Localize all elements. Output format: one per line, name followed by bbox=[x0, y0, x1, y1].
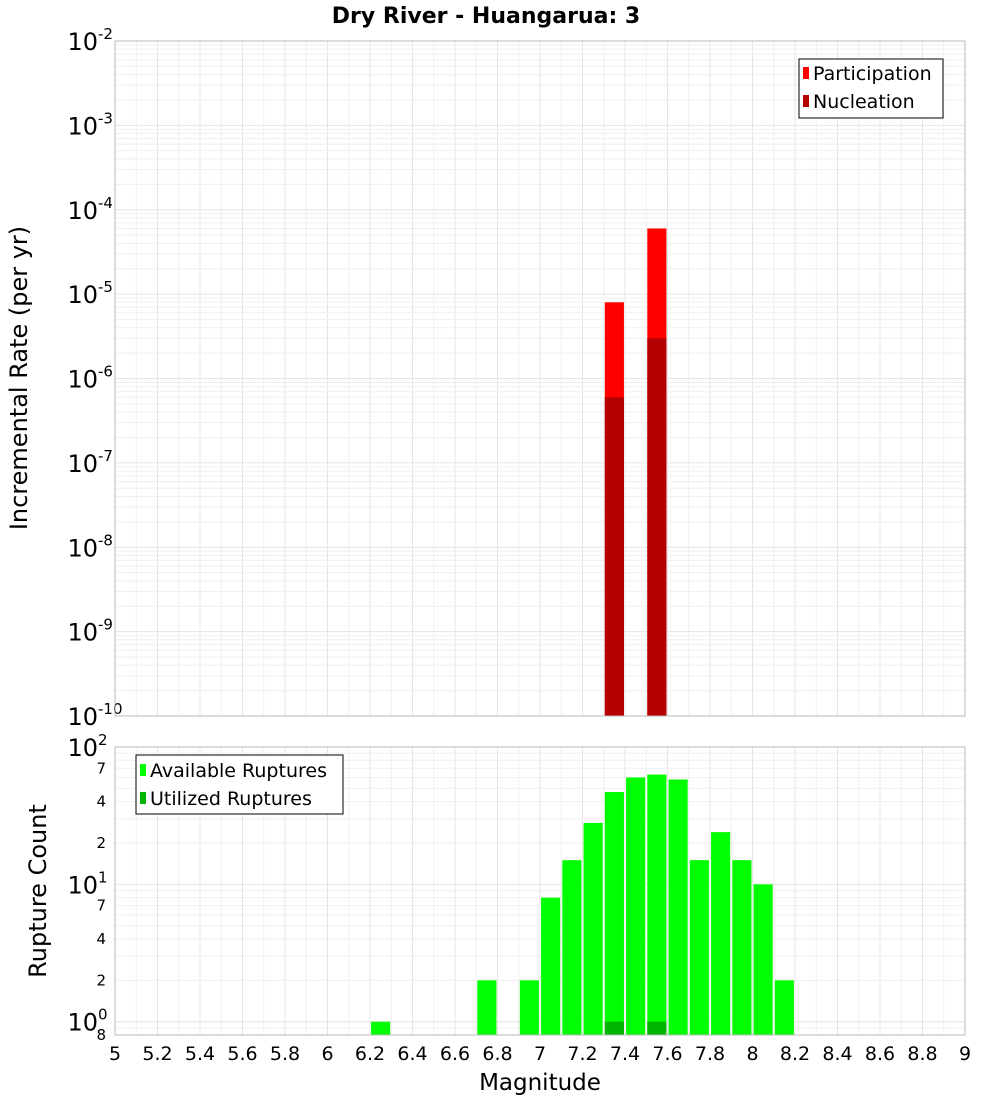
count-bar-available-ruptures bbox=[583, 822, 603, 1035]
x-tick-label: 7.4 bbox=[610, 1043, 640, 1065]
x-tick-label: 6 bbox=[321, 1043, 333, 1065]
y-minor-tick-label: 2 bbox=[96, 971, 106, 989]
y-tick-label: 10 bbox=[67, 871, 98, 899]
count-legend-box bbox=[135, 754, 344, 815]
y-tick-exponent: -10 bbox=[98, 700, 123, 718]
y-tick-label: 10 bbox=[67, 619, 98, 647]
x-tick-label: 7 bbox=[534, 1043, 546, 1065]
x-tick-label: 7.6 bbox=[652, 1043, 682, 1065]
y-minor-tick-label: 7 bbox=[96, 897, 106, 915]
count-bar-available-ruptures bbox=[732, 860, 752, 1035]
rate-plot-border bbox=[114, 40, 966, 717]
x-axis-ticks: 5 5.2 5.4 5.6 5.8 6 6.2 6.4 6.6 6.8 7 7.2 7.4 7.6 7.8 8… bbox=[109, 1043, 971, 1065]
x-tick-label: 6.8 bbox=[482, 1043, 512, 1065]
y-minor-tick-label: 8 bbox=[96, 1026, 106, 1044]
rate-legend: Participation Nucleation bbox=[798, 58, 944, 119]
rate-legend-box bbox=[798, 58, 944, 119]
x-tick-label: 8.8 bbox=[907, 1043, 937, 1065]
y-tick-label: 10 bbox=[67, 450, 98, 478]
legend-swatch-available-ruptures bbox=[140, 764, 146, 776]
count-bar-available-ruptures bbox=[689, 860, 709, 1035]
y-tick-label: 10 bbox=[67, 28, 98, 56]
x-tick-label: 5.4 bbox=[185, 1043, 215, 1065]
y-tick-label: 10 bbox=[67, 703, 98, 731]
count-bar-available-ruptures bbox=[371, 1021, 391, 1035]
count-bars bbox=[371, 774, 794, 1035]
x-tick-label: 7.8 bbox=[695, 1043, 725, 1065]
count-y-axis-label: Rupture Count bbox=[24, 804, 52, 978]
y-tick-label: 10 bbox=[67, 734, 98, 762]
rate-y-axis-label: Incremental Rate (per yr) bbox=[5, 226, 33, 530]
x-tick-label: 6.2 bbox=[355, 1043, 385, 1065]
legend-swatch-utilized-ruptures bbox=[140, 792, 146, 804]
count-bar-available-ruptures bbox=[626, 777, 646, 1035]
x-tick-label: 6.6 bbox=[440, 1043, 470, 1065]
count-plot-border bbox=[114, 746, 966, 1036]
count-bar-utilized-ruptures bbox=[647, 1021, 667, 1035]
legend-label-available-ruptures: Available Ruptures bbox=[150, 760, 327, 782]
count-bar-available-ruptures bbox=[604, 792, 624, 1035]
count-bar-available-ruptures bbox=[753, 884, 773, 1035]
y-tick-label: 10 bbox=[67, 281, 98, 309]
x-axis-label: Magnitude bbox=[479, 1070, 601, 1096]
x-tick-label: 8.2 bbox=[780, 1043, 810, 1065]
y-minor-tick-label: 4 bbox=[96, 793, 106, 811]
count-bar-utilized-ruptures bbox=[604, 1021, 624, 1035]
count-bar-available-ruptures bbox=[519, 980, 539, 1035]
legend-label-utilized-ruptures: Utilized Ruptures bbox=[150, 788, 312, 810]
y-minor-tick-label: 2 bbox=[96, 834, 106, 852]
count-bar-available-ruptures bbox=[541, 897, 561, 1035]
count-bar-available-ruptures bbox=[647, 774, 667, 1035]
x-tick-label: 6.4 bbox=[397, 1043, 427, 1065]
x-tick-label: 5.8 bbox=[270, 1043, 300, 1065]
y-tick-exponent: -7 bbox=[98, 447, 113, 465]
y-minor-tick-label: 7 bbox=[96, 759, 106, 777]
rate-bar-nucleation bbox=[647, 338, 667, 716]
y-tick-exponent: -4 bbox=[98, 194, 113, 212]
x-tick-label: 9 bbox=[959, 1043, 971, 1065]
x-tick-label: 8.4 bbox=[822, 1043, 852, 1065]
legend-label-nucleation: Nucleation bbox=[813, 91, 915, 113]
legend-swatch-nucleation bbox=[803, 95, 809, 107]
legend-label-participation: Participation bbox=[813, 63, 932, 85]
rate-gridlines bbox=[114, 40, 966, 717]
rate-bars bbox=[604, 228, 667, 716]
y-tick-label: 10 bbox=[67, 112, 98, 140]
y-tick-exponent: 0 bbox=[98, 1006, 108, 1024]
count-bar-available-ruptures bbox=[774, 980, 794, 1035]
x-tick-label: 5.2 bbox=[142, 1043, 172, 1065]
x-tick-label: 8 bbox=[746, 1043, 758, 1065]
legend-swatch-participation bbox=[803, 67, 809, 79]
y-tick-label: 10 bbox=[67, 197, 98, 225]
y-tick-exponent: -3 bbox=[98, 109, 113, 127]
y-minor-tick-label: 4 bbox=[96, 930, 106, 948]
rate-bar-nucleation bbox=[604, 397, 624, 716]
chart-title: Dry River - Huangarua: 3 bbox=[332, 4, 640, 29]
count-bar-available-ruptures bbox=[711, 832, 731, 1035]
y-tick-exponent: 1 bbox=[98, 868, 108, 886]
y-tick-label: 10 bbox=[67, 366, 98, 394]
count-bar-available-ruptures bbox=[562, 860, 582, 1035]
x-tick-label: 5 bbox=[109, 1043, 121, 1065]
y-tick-label: 10 bbox=[67, 534, 98, 562]
x-tick-label: 7.2 bbox=[567, 1043, 597, 1065]
y-tick-exponent: -9 bbox=[98, 616, 113, 634]
y-tick-exponent: -8 bbox=[98, 531, 113, 549]
count-legend: Available Ruptures Utilized Ruptures bbox=[135, 754, 344, 815]
count-bar-available-ruptures bbox=[668, 779, 688, 1035]
y-tick-exponent: -2 bbox=[98, 25, 113, 43]
y-tick-exponent: 2 bbox=[98, 731, 108, 749]
x-tick-label: 5.6 bbox=[227, 1043, 257, 1065]
count-bar-available-ruptures bbox=[477, 980, 497, 1035]
y-tick-label: 10 bbox=[67, 1009, 98, 1037]
y-tick-exponent: -6 bbox=[98, 363, 113, 381]
y-tick-exponent: -5 bbox=[98, 278, 113, 296]
x-tick-label: 8.6 bbox=[865, 1043, 895, 1065]
